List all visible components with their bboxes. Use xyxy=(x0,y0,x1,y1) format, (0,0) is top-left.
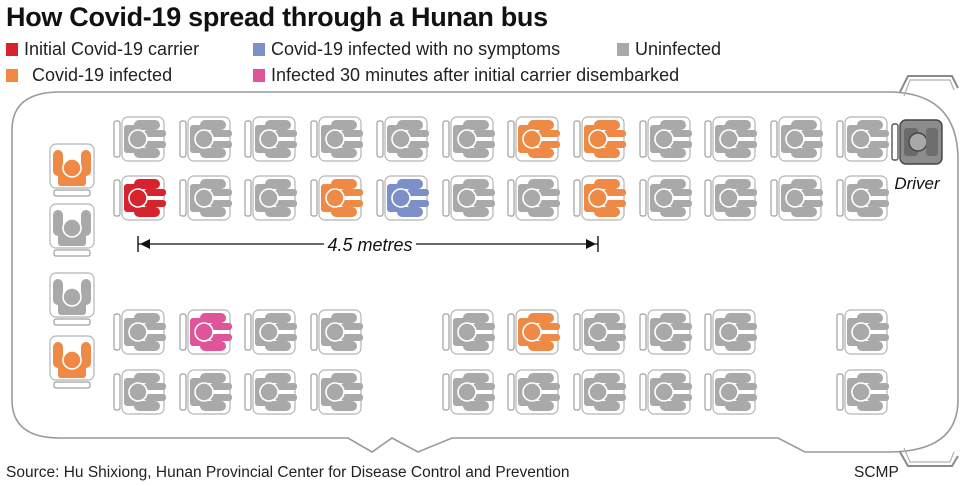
seat-uninfected xyxy=(507,175,560,221)
legend-label: Covid-19 infected with no symptoms xyxy=(271,39,561,59)
seat-uninfected xyxy=(836,309,889,355)
seat-uninfected xyxy=(179,369,232,415)
seat-uninfected xyxy=(442,369,495,415)
seat-uninfected xyxy=(442,175,495,221)
legend-swatch-infected xyxy=(6,69,18,82)
seat-uninfected xyxy=(704,116,757,162)
seat-infected xyxy=(573,175,626,221)
seat-asymptomatic xyxy=(376,175,429,221)
seat-uninfected xyxy=(573,369,626,415)
legend-infected: Covid-19 infected xyxy=(6,65,172,86)
seat-uninfected xyxy=(770,175,823,221)
seat-grid xyxy=(49,116,889,415)
seat-late xyxy=(179,309,232,355)
seat-uninfected xyxy=(639,175,692,221)
seat-uninfected xyxy=(442,309,495,355)
seat-uninfected xyxy=(704,369,757,415)
legend-late-infected: Infected 30 minutes after initial carrie… xyxy=(253,65,679,86)
seat-uninfected xyxy=(113,116,166,162)
seat-uninfected xyxy=(770,116,823,162)
legend-label: Uninfected xyxy=(635,39,722,59)
seat-uninfected xyxy=(639,369,692,415)
seat-uninfected xyxy=(49,203,95,257)
seat-infected xyxy=(310,175,363,221)
seat-infected xyxy=(49,143,95,197)
page-title: How Covid-19 spread through a Hunan bus xyxy=(6,2,548,32)
seat-uninfected xyxy=(179,116,232,162)
seat-infected xyxy=(507,116,560,162)
seat-uninfected xyxy=(573,309,626,355)
driver-label: Driver xyxy=(894,174,941,193)
seat-uninfected xyxy=(639,309,692,355)
legend-label: Initial Covid-19 carrier xyxy=(24,39,200,59)
seat-uninfected xyxy=(244,175,297,221)
legend-swatch-asymptomatic xyxy=(253,43,265,56)
seat-infected xyxy=(507,309,560,355)
legend-label: Infected 30 minutes after initial carrie… xyxy=(271,65,680,85)
seat-infected xyxy=(573,116,626,162)
seat-uninfected xyxy=(244,116,297,162)
legend-swatch-uninfected xyxy=(617,43,629,56)
seat-initial xyxy=(113,175,166,221)
seat-infected xyxy=(49,335,95,389)
source-note: Source: Hu Shixiong, Hunan Provincial Ce… xyxy=(6,464,570,481)
bus-outline xyxy=(11,75,959,467)
seat-uninfected xyxy=(442,116,495,162)
driver-seat xyxy=(891,119,943,165)
seat-uninfected xyxy=(310,369,363,415)
seat-uninfected xyxy=(113,309,166,355)
seat-uninfected xyxy=(836,175,889,221)
legend-swatch-initial xyxy=(6,43,18,56)
legend-initial-carrier: Initial Covid-19 carrier xyxy=(6,39,199,60)
seat-uninfected xyxy=(179,175,232,221)
legend-swatch-late xyxy=(253,69,265,82)
legend-uninfected: Uninfected xyxy=(617,39,721,60)
seat-uninfected xyxy=(836,116,889,162)
seat-uninfected xyxy=(310,116,363,162)
seat-uninfected xyxy=(49,272,95,326)
seat-uninfected xyxy=(376,116,429,162)
legend-label: Covid-19 infected xyxy=(32,65,173,85)
seat-uninfected xyxy=(704,175,757,221)
seat-uninfected xyxy=(507,369,560,415)
legend-asymptomatic: Covid-19 infected with no symptoms xyxy=(253,39,560,60)
seat-uninfected xyxy=(113,369,166,415)
seat-uninfected xyxy=(639,116,692,162)
seat-uninfected xyxy=(704,309,757,355)
seat-uninfected xyxy=(244,309,297,355)
seat-uninfected xyxy=(310,309,363,355)
distance-label: 4.5 metres xyxy=(327,235,412,255)
credit: SCMP xyxy=(854,464,899,481)
seat-uninfected xyxy=(836,369,889,415)
distance-indicator: 4.5 metres xyxy=(137,235,599,255)
seat-uninfected xyxy=(244,369,297,415)
